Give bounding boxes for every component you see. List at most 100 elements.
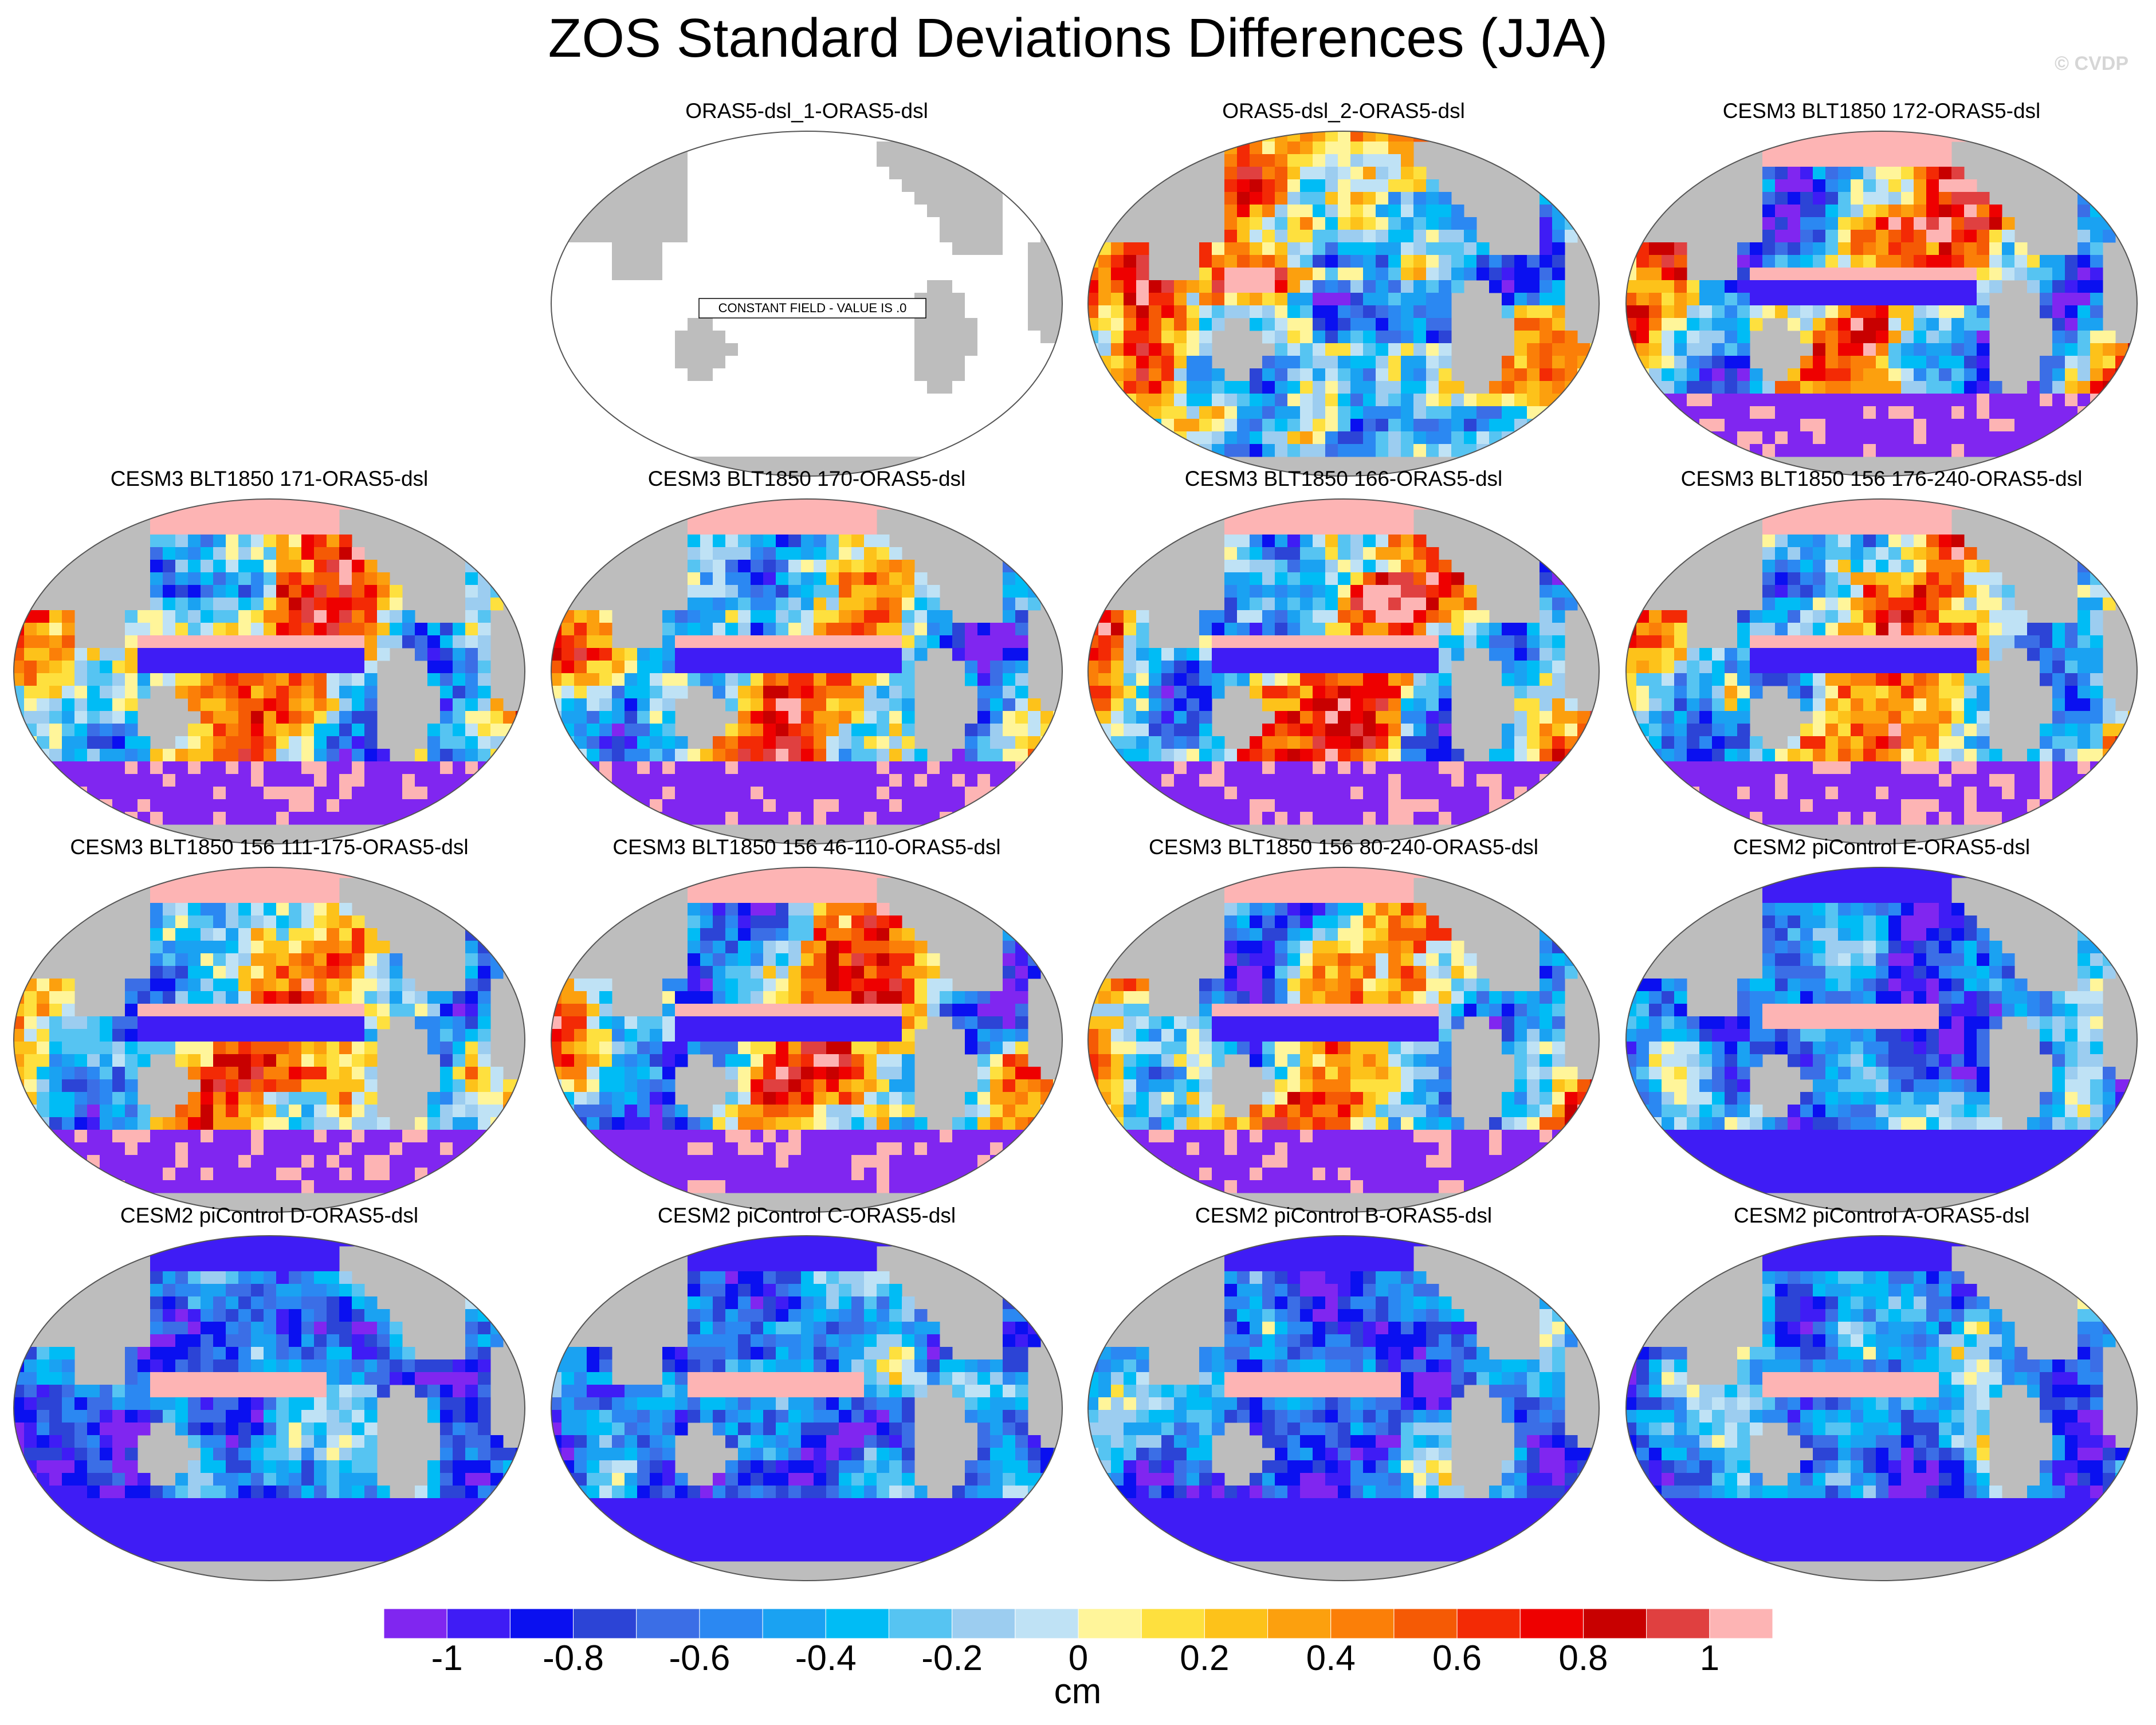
panel-title: CESM2 piControl D-ORAS5-dsl [120, 1204, 419, 1227]
colorbar-swatch [825, 1609, 889, 1638]
colorbar-swatch [1078, 1609, 1142, 1638]
map-outline [551, 867, 1063, 1213]
map-panel: CESM2 piControl D-ORAS5-dsl [11, 1202, 527, 1603]
colorbar-tick-label: 0.4 [1306, 1638, 1356, 1678]
map-panel: CESM2 piControl A-ORAS5-dsl [1624, 1202, 2139, 1603]
map-outline [1625, 1235, 2138, 1581]
map-plot [551, 498, 1063, 844]
colorbar-tick-label: -1 [431, 1638, 463, 1678]
panel-title: CESM3 BLT1850 170-ORAS5-dsl [647, 467, 966, 490]
credit-watermark: © CVDP [2055, 53, 2128, 74]
map-panel: CESM3 BLT1850 156 46-110-ORAS5-dsl [549, 834, 1065, 1235]
colorbar-tick-label: 0.6 [1432, 1638, 1482, 1678]
map-plot [1625, 131, 2138, 477]
colorbar-tick-label: -0.4 [795, 1638, 857, 1678]
map-field [14, 499, 525, 844]
colorbar-swatch [1709, 1609, 1773, 1638]
panel-title: ORAS5-dsl_1-ORAS5-dsl [685, 99, 928, 123]
colorbar-swatch [636, 1609, 700, 1638]
panel-title: CESM3 BLT1850 166-ORAS5-dsl [1184, 467, 1503, 490]
map-panel: CESM3 BLT1850 156 111-175-ORAS5-dsl [11, 834, 527, 1235]
panel-title: CESM2 piControl A-ORAS5-dsl [1733, 1204, 2030, 1227]
map-plot [1087, 1235, 1600, 1581]
colorbar-swatch [888, 1609, 953, 1638]
map-outline [1087, 1235, 1600, 1581]
map-plot [551, 1235, 1063, 1581]
map-outline [1625, 131, 2138, 477]
panel-title: CESM2 piControl E-ORAS5-dsl [1733, 835, 2031, 859]
map-panel: CESM2 piControl B-ORAS5-dsl [1086, 1202, 1601, 1603]
map-plot [13, 867, 525, 1213]
colorbar-swatch [1330, 1609, 1395, 1638]
map-panel: ORAS5-dsl_1-ORAS5-dsl CONSTANT FIELD - VA… [549, 97, 1065, 498]
map-plot [13, 498, 525, 844]
map-field [1088, 131, 1599, 476]
map-panel: ORAS5-dsl_2-ORAS5-dsl [1086, 97, 1601, 498]
colorbar-swatch [573, 1609, 637, 1638]
colorbar-tick-label: 0.2 [1180, 1638, 1230, 1678]
map-panel: CESM2 piControl C-ORAS5-dsl [549, 1202, 1065, 1603]
panel-title: CESM3 BLT1850 156 176-240-ORAS5-dsl [1680, 467, 2083, 490]
map-outline [551, 498, 1063, 844]
map-outline [13, 867, 525, 1213]
panel-title: CESM3 BLT1850 172-ORAS5-dsl [1722, 99, 2041, 123]
colorbar-tick-label: -0.6 [669, 1638, 731, 1678]
panel-title: CESM3 BLT1850 156 46-110-ORAS5-dsl [612, 835, 1001, 859]
colorbar-tick-label: -0.2 [921, 1638, 983, 1678]
panel-title: CESM3 BLT1850 156 111-175-ORAS5-dsl [70, 835, 469, 859]
colorbar-swatch [952, 1609, 1016, 1638]
map-plot [1625, 1235, 2138, 1581]
colorbar-swatch [1204, 1609, 1269, 1638]
page-title: ZOS Standard Deviations Differences (JJA… [548, 7, 1608, 69]
map-outline [1087, 131, 1600, 477]
map-plot [1625, 867, 2138, 1213]
colorbar-swatch [1393, 1609, 1458, 1638]
map-panel: CESM3 BLT1850 172-ORAS5-dsl [1624, 97, 2139, 498]
map-outline [1087, 867, 1600, 1213]
panel-title: CESM3 BLT1850 156 80-240-ORAS5-dsl [1148, 835, 1539, 859]
colorbar-units-label: cm [1054, 1672, 1102, 1711]
map-panel: CESM2 piControl E-ORAS5-dsl [1624, 834, 2139, 1235]
map-outline [13, 1235, 525, 1581]
map-field [551, 499, 1062, 844]
colorbar-tick-label: -0.8 [543, 1638, 604, 1678]
colorbar-swatch [384, 1609, 447, 1638]
colorbar-tick-label: 0.8 [1558, 1638, 1608, 1678]
colorbar-swatch [699, 1609, 763, 1638]
colorbar-swatch [446, 1609, 510, 1638]
colorbar-swatch [762, 1609, 826, 1638]
colorbar-tick-label: 0 [1068, 1638, 1089, 1678]
colorbar-swatch [1519, 1609, 1584, 1638]
panel-title: ORAS5-dsl_2-ORAS5-dsl [1222, 99, 1465, 123]
colorbar-swatch [1646, 1609, 1710, 1638]
map-panel: CESM3 BLT1850 170-ORAS5-dsl [549, 465, 1065, 866]
map-outline [551, 1235, 1063, 1581]
panel-title: CESM3 BLT1850 171-ORAS5-dsl [110, 467, 429, 490]
map-plot [1625, 498, 2138, 844]
colorbar-swatch [1267, 1609, 1332, 1638]
constant-field-box [698, 298, 926, 319]
map-outline [551, 131, 1063, 477]
map-outline [1625, 867, 2138, 1213]
map-plot [13, 1235, 525, 1581]
colorbar-swatch [1141, 1609, 1205, 1638]
map-plot [1087, 498, 1600, 844]
map-outline [1087, 498, 1600, 844]
map-panel: CESM3 BLT1850 156 176-240-ORAS5-dsl [1624, 465, 2139, 866]
map-field [551, 1236, 1062, 1581]
colorbar-swatch [1582, 1609, 1647, 1638]
map-panel: CESM3 BLT1850 166-ORAS5-dsl [1086, 465, 1601, 866]
map-plot [1087, 131, 1600, 477]
colorbar [384, 1609, 1773, 1638]
map-outline [1625, 498, 2138, 844]
map-plot [551, 867, 1063, 1213]
colorbar-swatch [1015, 1609, 1079, 1638]
colorbar-swatch [1456, 1609, 1521, 1638]
map-plot [1087, 867, 1600, 1213]
panel-title: CESM2 piControl C-ORAS5-dsl [657, 1204, 956, 1227]
constant-field-label: CONSTANT FIELD - VALUE IS .0 [718, 301, 907, 315]
map-panel: CESM3 BLT1850 156 80-240-ORAS5-dsl [1086, 834, 1601, 1235]
map-field [1626, 867, 2137, 1212]
colorbar-swatch [509, 1609, 574, 1638]
map-plot: CONSTANT FIELD - VALUE IS .0 [551, 131, 1063, 477]
